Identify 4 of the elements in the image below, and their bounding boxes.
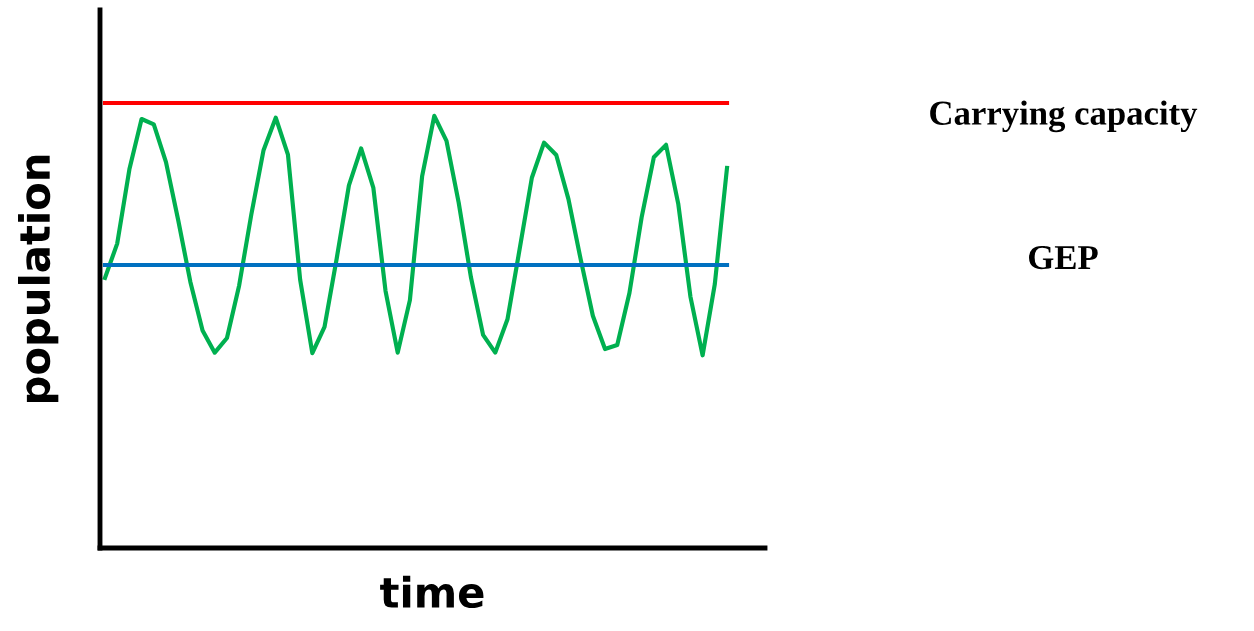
text: GEP [1029, 245, 1098, 270]
text: Carrying capacity [930, 100, 1198, 133]
x-axis-title: time [380, 575, 484, 609]
y-axis-title: population [18, 155, 59, 402]
